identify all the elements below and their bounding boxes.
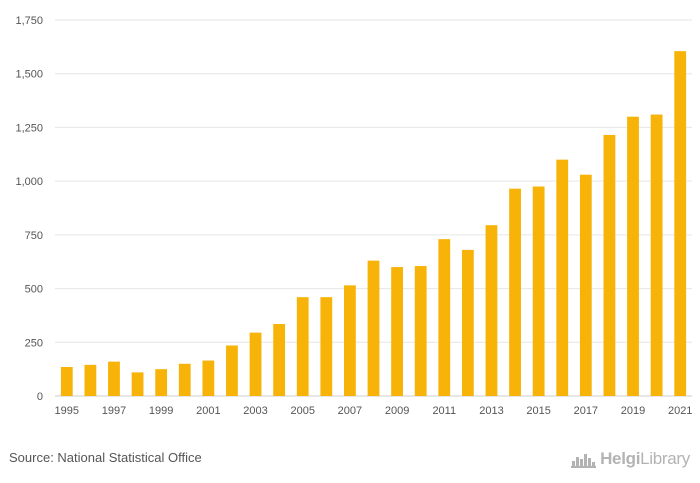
x-tick-label: 1995 — [55, 405, 79, 417]
x-tick-label: 2017 — [574, 405, 598, 417]
bar-2021[interactable] — [674, 51, 687, 396]
bar-1995[interactable] — [60, 366, 73, 396]
x-tick-label: 1999 — [149, 405, 173, 417]
bar-2017[interactable] — [579, 174, 592, 396]
x-tick-label: 2013 — [479, 405, 503, 417]
bar-2015[interactable] — [532, 186, 545, 396]
y-tick-label: 1,750 — [15, 15, 43, 27]
bar-2013[interactable] — [485, 225, 498, 396]
bar-2012[interactable] — [461, 249, 474, 396]
x-tick-label: 2011 — [432, 405, 456, 417]
brand-name-light: Library — [640, 449, 690, 468]
bar-1997[interactable] — [108, 361, 120, 396]
y-tick-label: 750 — [25, 230, 43, 242]
brand-name-bold: Helgi — [600, 449, 641, 468]
bar-2004[interactable] — [273, 324, 286, 396]
bar-2005[interactable] — [296, 297, 309, 396]
x-tick-label: 2009 — [385, 405, 409, 417]
x-tick-label: 2003 — [243, 405, 267, 417]
y-tick-label: 250 — [25, 337, 43, 349]
bar-2018[interactable] — [603, 134, 616, 396]
bar-2006[interactable] — [320, 297, 333, 396]
x-tick-label: 2007 — [338, 405, 362, 417]
bar-2014[interactable] — [509, 188, 521, 396]
brand-logo[interactable]: HelgiLibrary — [571, 449, 690, 469]
bar-2007[interactable] — [344, 285, 356, 396]
x-tick-label: 2001 — [196, 405, 220, 417]
x-tick-label: 2019 — [621, 405, 645, 417]
bar-2019[interactable] — [627, 116, 639, 396]
x-tick-label: 2005 — [290, 405, 314, 417]
x-tick-label: 1997 — [102, 405, 126, 417]
y-tick-label: 1,000 — [15, 176, 43, 188]
bar-2020[interactable] — [650, 114, 663, 396]
source-note: Source: National Statistical Office — [9, 450, 202, 465]
bar-series — [60, 51, 687, 396]
y-tick-label: 500 — [25, 284, 43, 296]
y-tick-label: 1,500 — [15, 69, 43, 81]
bar-2009[interactable] — [391, 267, 403, 396]
y-tick-label: 0 — [37, 391, 43, 403]
y-axis-tick-labels: 0 250 500 750 1,000 1,250 1,500 1,750 — [15, 15, 43, 403]
bar-2016[interactable] — [556, 159, 569, 396]
y-tick-label: 1,250 — [15, 122, 43, 134]
bar-1998[interactable] — [131, 372, 144, 396]
brand-name: HelgiLibrary — [600, 449, 690, 469]
x-tick-label: 2015 — [526, 405, 550, 417]
bar-2011[interactable] — [438, 239, 451, 396]
bar-1999[interactable] — [155, 369, 168, 396]
bar-2002[interactable] — [226, 345, 238, 396]
bar-1996[interactable] — [84, 364, 97, 396]
helgi-library-logo-icon — [571, 454, 597, 468]
bar-2001[interactable] — [202, 360, 215, 396]
bar-2010[interactable] — [414, 266, 427, 396]
bar-2008[interactable] — [367, 260, 380, 396]
bar-2003[interactable] — [249, 332, 262, 396]
x-axis-tick-labels: 1995 1997 1999 2001 2003 2005 2007 2009 2011 2013… — [55, 405, 693, 417]
x-tick-label: 2021 — [668, 405, 692, 417]
bar-2000[interactable] — [178, 363, 191, 396]
